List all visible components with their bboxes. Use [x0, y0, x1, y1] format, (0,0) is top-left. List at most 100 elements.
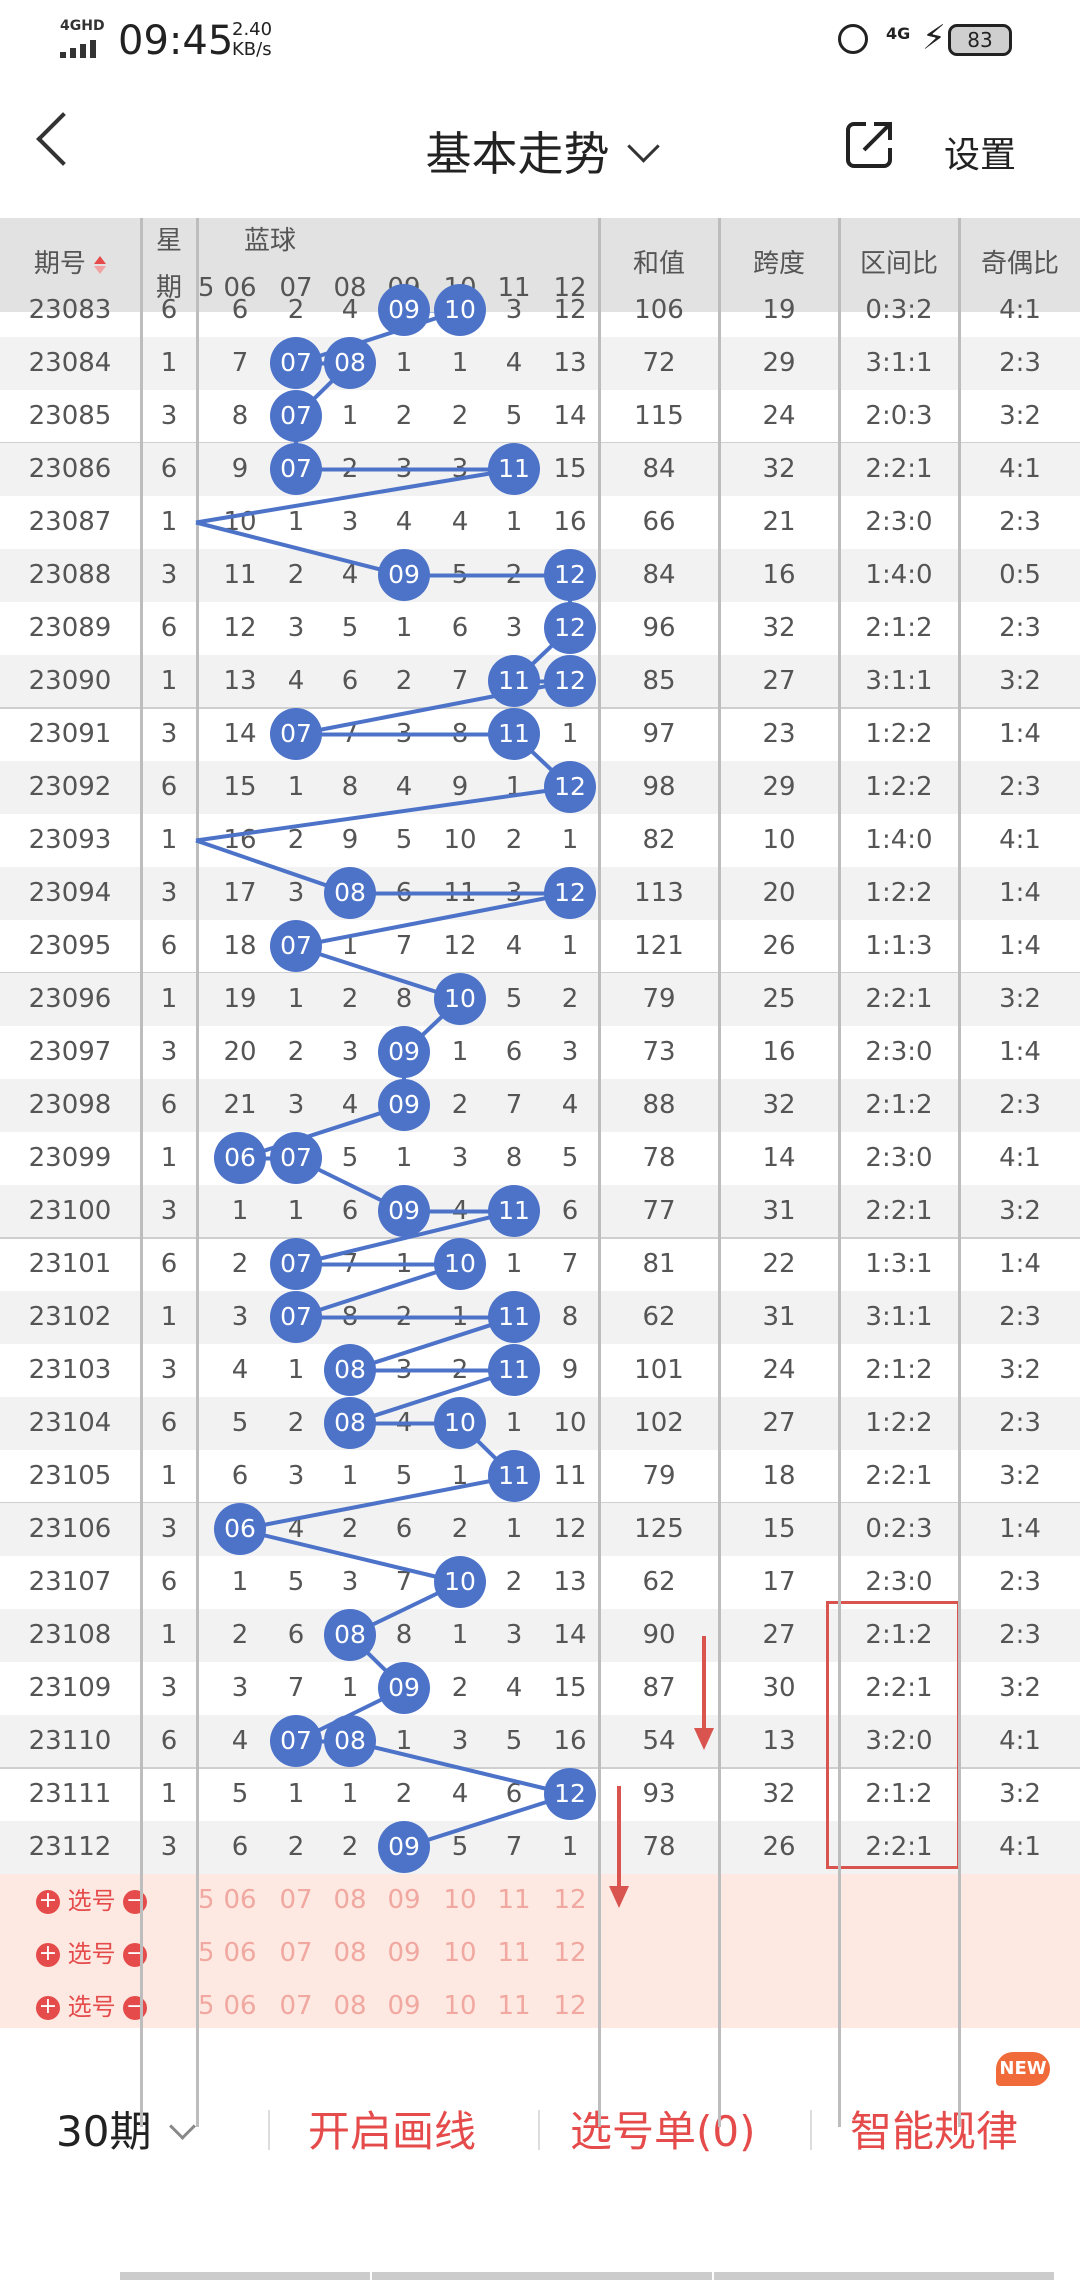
table-row[interactable]: 23093 1 16 2 9 5 10 2 1 82 10 1:4:0 4:1	[0, 814, 1080, 867]
omission-cell: 7	[505, 1832, 523, 1862]
table-row[interactable]: 23103 3 4 1 08 3 2 11 9 101 24 2:1:2 3:2	[0, 1344, 1080, 1397]
select-number-button[interactable]: + 选号 −	[36, 1994, 148, 2020]
select-number-07[interactable]: 07	[279, 1991, 313, 2021]
select-number-07[interactable]: 07	[279, 1938, 313, 1968]
table-row[interactable]: 23104 6 5 2 08 4 10 1 10 102 27 1:2:2 2:3	[0, 1397, 1080, 1450]
minus-icon[interactable]: −	[123, 1943, 148, 1967]
omission-cell: 6	[287, 1620, 305, 1650]
header-issue[interactable]: 期号	[0, 238, 140, 291]
minus-icon[interactable]: −	[123, 1890, 148, 1914]
issue-cell: 23087	[28, 507, 112, 537]
page-title[interactable]: 基本走势	[0, 118, 1080, 184]
select-number-06[interactable]: 06	[223, 1938, 257, 1968]
header-blue-12: 12	[553, 273, 587, 303]
select-number-10[interactable]: 10	[443, 1885, 477, 1915]
select-number-08[interactable]: 08	[333, 1885, 367, 1915]
select-number-12[interactable]: 12	[553, 1885, 587, 1915]
settings-button[interactable]: 设置	[944, 135, 1017, 176]
table-row[interactable]: 23083 6 6 2 4 09 10 3 12 106 19 0:3:2 4:1	[0, 284, 1080, 337]
omission-cell: 4	[451, 1779, 469, 1809]
span-cell: 23	[762, 719, 796, 749]
omission-cell: 1	[287, 984, 305, 1014]
minus-icon[interactable]: −	[123, 1996, 148, 2020]
select-number-button[interactable]: + 选号 −	[36, 1888, 148, 1914]
select-row[interactable]: + 选号 − 5 06 07 08 09 10 11 12	[0, 1927, 1080, 1980]
select-number-11[interactable]: 11	[497, 1938, 531, 1968]
table-row[interactable]: 23094 3 17 3 08 6 11 3 12 113 20 1:2:2 1:4	[0, 867, 1080, 920]
omission-cell: 2	[231, 1249, 249, 1279]
select-number-07[interactable]: 07	[279, 1885, 313, 1915]
table-row[interactable]: 23098 6 21 3 4 09 2 7 4 88 32 2:1:2 2:3	[0, 1079, 1080, 1132]
red-arrowhead-2	[609, 1886, 629, 1908]
select-number-06[interactable]: 06	[223, 1991, 257, 2021]
table-row[interactable]: 23100 3 1 1 6 09 4 11 6 77 31 2:2:1 3:2	[0, 1185, 1080, 1238]
blue-ball: 10	[434, 973, 486, 1025]
ratio-cell: 2:1:2	[865, 1355, 933, 1385]
table-row[interactable]: 23092 6 15 1 8 4 9 1 12 98 29 1:2:2 2:3	[0, 761, 1080, 814]
select-number-12[interactable]: 12	[553, 1991, 587, 2021]
table-row[interactable]: 23097 3 20 2 3 09 1 6 3 73 16 2:3:0 1:4	[0, 1026, 1080, 1079]
table-row[interactable]: 23085 3 8 07 1 2 2 5 14 115 24 2:0:3 3:2	[0, 390, 1080, 443]
omission-cell: 4	[341, 1090, 359, 1120]
ratio-cell: 3:1:1	[865, 1302, 933, 1332]
week-cell: 3	[160, 1037, 178, 1067]
table-row[interactable]: 23084 1 7 07 08 1 1 4 13 72 29 3:1:1 2:3	[0, 337, 1080, 390]
plus-icon[interactable]: +	[36, 1996, 60, 2020]
omission-cell: 1	[561, 719, 579, 749]
omission-cell: 5	[505, 401, 523, 431]
share-icon[interactable]	[842, 116, 898, 172]
omission-cell: 4	[505, 1673, 523, 1703]
periods-selector[interactable]: 30期	[56, 2098, 197, 2159]
select-number-button[interactable]: + 选号 −	[36, 1941, 148, 1967]
week-cell: 3	[160, 560, 178, 590]
table-row[interactable]: 23086 6 9 07 2 3 3 11 15 84 32 2:2:1 4:1	[0, 443, 1080, 496]
ratio-cell: 1:4:0	[865, 825, 933, 855]
smart-rules-button[interactable]: 智能规律	[850, 2107, 1019, 2156]
select-row[interactable]: + 选号 − 5 06 07 08 09 10 11 12	[0, 1980, 1080, 2033]
omission-cell: 1	[505, 1249, 523, 1279]
select-number-11[interactable]: 11	[497, 1885, 531, 1915]
table-row[interactable]: 23099 1 06 07 5 1 3 8 5 78 14 2:3:0 4:1	[0, 1132, 1080, 1185]
select-number-11[interactable]: 11	[497, 1991, 531, 2021]
omission-cell: 2	[231, 1620, 249, 1650]
omission-cell: 15	[553, 454, 587, 484]
highlight-box	[826, 1601, 960, 1869]
table-row[interactable]: 23091 3 14 07 7 3 8 11 1 97 23 1:2:2 1:4	[0, 708, 1080, 761]
table-row[interactable]: 23102 1 3 07 8 2 1 11 8 62 31 3:1:1 2:3	[0, 1291, 1080, 1344]
table-row[interactable]: 23101 6 2 07 7 1 10 1 7 81 22 1:3:1 1:4	[0, 1238, 1080, 1291]
col-divider-blue	[598, 218, 601, 2127]
select-number-08[interactable]: 08	[333, 1938, 367, 1968]
blue-ball: 10	[434, 1556, 486, 1608]
table-row[interactable]: 23095 6 18 07 1 7 12 4 1 121 26 1:1:3 1:4	[0, 920, 1080, 973]
plus-icon[interactable]: +	[36, 1890, 60, 1914]
select-row[interactable]: + 选号 − 5 06 07 08 09 10 11 12	[0, 1874, 1080, 1927]
select-number-09[interactable]: 09	[387, 1885, 421, 1915]
select-number-09[interactable]: 09	[387, 1991, 421, 2021]
select-number-12[interactable]: 12	[553, 1938, 587, 1968]
omission-cell: 2	[395, 401, 413, 431]
ratio-cell: 3:1:1	[865, 348, 933, 378]
omission-cell: 2	[395, 1779, 413, 1809]
table-row[interactable]: 23090 1 13 4 6 2 7 11 12 85 27 3:1:1 3:2	[0, 655, 1080, 708]
select-number-08[interactable]: 08	[333, 1991, 367, 2021]
plus-icon[interactable]: +	[36, 1943, 60, 1967]
draw-lines-button[interactable]: 开启画线	[308, 2107, 477, 2156]
col-divider-sum	[718, 218, 721, 2127]
omission-cell: 9	[561, 1355, 579, 1385]
select-number-06[interactable]: 06	[223, 1885, 257, 1915]
select-number-10[interactable]: 10	[443, 1991, 477, 2021]
table-row[interactable]: 23088 3 11 2 4 09 5 2 12 84 16 1:4:0 0:5	[0, 549, 1080, 602]
sum-cell: 96	[642, 613, 676, 643]
table-row[interactable]: 23089 6 12 3 5 1 6 3 12 96 32 2:1:2 2:3	[0, 602, 1080, 655]
omission-cell: 14	[553, 1620, 587, 1650]
select-number-09[interactable]: 09	[387, 1938, 421, 1968]
table-row[interactable]: 23105 1 6 3 1 5 1 11 11 79 18 2:2:1 3:2	[0, 1450, 1080, 1503]
sum-cell: 78	[642, 1832, 676, 1862]
ratio-cell: 1:3:1	[865, 1249, 933, 1279]
table-row[interactable]: 23108 1 2 6 08 8 1 3 14 90 27 2:1:2 2:3	[0, 1609, 1080, 1662]
table-row[interactable]: 23087 1 10 1 3 4 4 1 16 66 21 2:3:0 2:3	[0, 496, 1080, 549]
select-number-10[interactable]: 10	[443, 1938, 477, 1968]
omission-cell: 2	[451, 1514, 469, 1544]
table-row[interactable]: 23096 1 19 1 2 8 10 5 2 79 25 2:2:1 3:2	[0, 973, 1080, 1026]
table-row[interactable]: 23106 3 06 4 2 6 2 1 12 125 15 0:2:3 1:4	[0, 1503, 1080, 1556]
